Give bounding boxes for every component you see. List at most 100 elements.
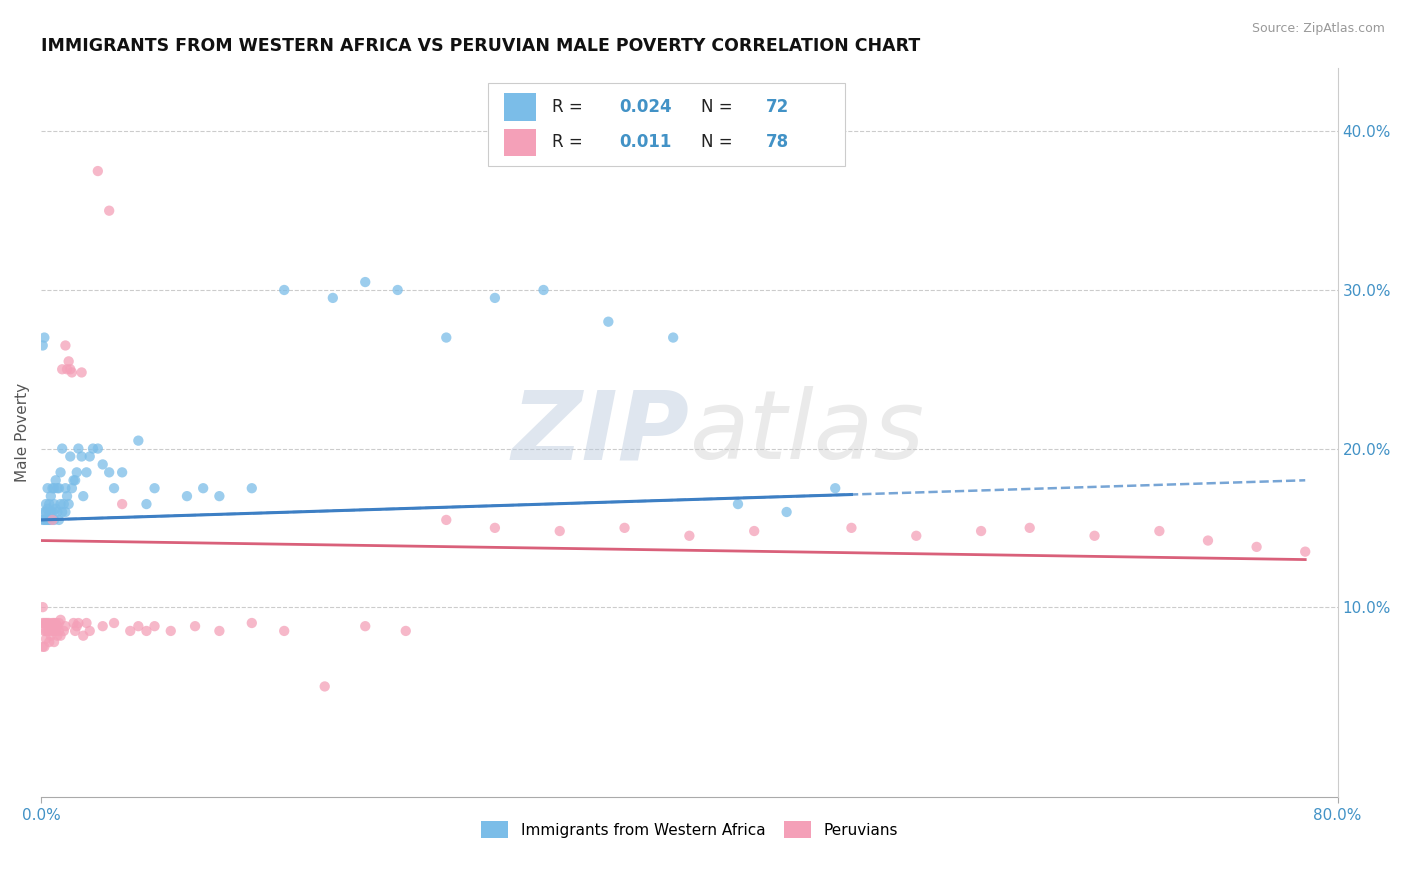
- Point: [39, 619, 62, 633]
- Point: [38, 635, 60, 649]
- Point: [55, 505, 77, 519]
- Point: [41, 615, 63, 630]
- Point: [56, 362, 79, 376]
- Point: [42, 481, 65, 495]
- Point: [58, 354, 80, 368]
- Point: [35, 615, 58, 630]
- Point: [127, 619, 149, 633]
- Text: 72: 72: [766, 98, 789, 116]
- Text: N =: N =: [702, 98, 738, 116]
- Point: [45, 501, 67, 516]
- Point: [159, 624, 181, 638]
- Point: [66, 466, 89, 480]
- Point: [58, 497, 80, 511]
- Point: [49, 613, 72, 627]
- Point: [240, 481, 263, 495]
- Point: [45, 624, 67, 638]
- FancyBboxPatch shape: [488, 83, 845, 167]
- Point: [120, 624, 142, 638]
- Point: [56, 489, 79, 503]
- Point: [55, 338, 77, 352]
- Point: [548, 524, 571, 538]
- Point: [98, 203, 121, 218]
- Point: [143, 619, 166, 633]
- Point: [41, 505, 63, 519]
- Point: [60, 481, 83, 495]
- Point: [48, 481, 70, 495]
- Point: [37, 501, 59, 516]
- Text: Source: ZipAtlas.com: Source: ZipAtlas.com: [1251, 22, 1385, 36]
- Point: [1197, 533, 1219, 548]
- Point: [62, 615, 84, 630]
- Point: [240, 615, 263, 630]
- Point: [208, 624, 231, 638]
- Point: [42, 513, 65, 527]
- Point: [62, 473, 84, 487]
- Point: [103, 481, 125, 495]
- Point: [273, 624, 295, 638]
- Point: [322, 291, 344, 305]
- Point: [208, 489, 231, 503]
- Point: [41, 481, 63, 495]
- Point: [67, 615, 90, 630]
- Point: [775, 505, 797, 519]
- Point: [72, 629, 94, 643]
- Point: [135, 624, 157, 638]
- Point: [72, 489, 94, 503]
- Point: [51, 362, 73, 376]
- Legend: Immigrants from Western Africa, Peruvians: Immigrants from Western Africa, Peruvian…: [475, 814, 904, 845]
- Point: [82, 442, 104, 456]
- Point: [59, 450, 82, 464]
- Point: [31, 513, 53, 527]
- Point: [70, 366, 93, 380]
- Point: [387, 283, 409, 297]
- Text: 0.011: 0.011: [620, 134, 672, 152]
- Point: [76, 615, 98, 630]
- Bar: [503, 94, 536, 121]
- Text: N =: N =: [702, 134, 738, 152]
- Point: [434, 330, 457, 344]
- Point: [34, 624, 56, 638]
- Point: [35, 624, 58, 638]
- Point: [31, 338, 53, 352]
- Point: [841, 521, 863, 535]
- Point: [742, 524, 765, 538]
- Point: [35, 497, 58, 511]
- Point: [38, 615, 60, 630]
- Point: [60, 366, 83, 380]
- Point: [63, 624, 86, 638]
- Point: [727, 497, 749, 511]
- Point: [905, 529, 928, 543]
- Point: [37, 513, 59, 527]
- Point: [46, 481, 69, 495]
- Point: [31, 640, 53, 654]
- Text: IMMIGRANTS FROM WESTERN AFRICA VS PERUVIAN MALE POVERTY CORRELATION CHART: IMMIGRANTS FROM WESTERN AFRICA VS PERUVI…: [41, 37, 921, 55]
- Point: [135, 497, 157, 511]
- Point: [79, 624, 101, 638]
- Point: [314, 680, 336, 694]
- Point: [533, 283, 555, 297]
- Point: [49, 629, 72, 643]
- Point: [37, 481, 59, 495]
- Y-axis label: Male Poverty: Male Poverty: [15, 384, 30, 483]
- Point: [38, 624, 60, 638]
- Point: [678, 529, 700, 543]
- Point: [42, 497, 65, 511]
- Text: R =: R =: [553, 134, 588, 152]
- Point: [49, 466, 72, 480]
- Point: [103, 615, 125, 630]
- Point: [35, 513, 58, 527]
- Point: [484, 291, 506, 305]
- Point: [46, 505, 69, 519]
- Point: [45, 473, 67, 487]
- Text: ZIP: ZIP: [512, 386, 689, 479]
- Point: [354, 275, 377, 289]
- Point: [38, 497, 60, 511]
- Point: [598, 315, 620, 329]
- Point: [193, 481, 215, 495]
- Point: [34, 330, 56, 344]
- Point: [55, 481, 77, 495]
- Point: [39, 513, 62, 527]
- Point: [111, 466, 134, 480]
- Point: [395, 624, 418, 638]
